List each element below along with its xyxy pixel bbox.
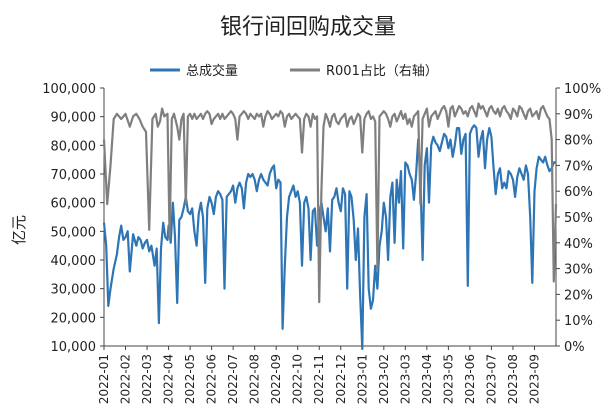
x-tick-label: 2022-01 bbox=[97, 354, 111, 404]
y-right-tick-label: 50% bbox=[564, 211, 593, 226]
y-left-tick-label: 60,000 bbox=[51, 197, 97, 212]
x-tick-label: 2023-02 bbox=[377, 354, 391, 404]
y-right-tick-label: 20% bbox=[564, 288, 593, 303]
y-right-tick-label: 70% bbox=[564, 159, 593, 174]
series-line-r001-share bbox=[102, 102, 558, 304]
x-tick-label: 2022-03 bbox=[140, 354, 154, 404]
y-left-tick-label: 30,000 bbox=[51, 283, 97, 298]
x-tick-label: 2022-09 bbox=[269, 354, 283, 404]
x-tick-label: 2023-08 bbox=[506, 354, 520, 404]
y-left-axis-label: 亿元 bbox=[10, 215, 28, 245]
x-tick-label: 2022-08 bbox=[248, 354, 262, 404]
x-tick-label: 2022-04 bbox=[162, 354, 176, 404]
x-tick-label: 2023-03 bbox=[398, 354, 412, 404]
x-tick-label: 2022-11 bbox=[312, 354, 326, 404]
legend-label-r001-share: R001占比（右轴） bbox=[326, 64, 438, 79]
x-tick-label: 2022-07 bbox=[226, 354, 240, 404]
y-left-tick-label: 90,000 bbox=[51, 111, 97, 126]
y-right-tick-label: 0% bbox=[564, 340, 585, 355]
y-right-tick-label: 40% bbox=[564, 237, 593, 252]
legend: 总成交量 R001占比（右轴） bbox=[150, 63, 438, 79]
series-lines bbox=[102, 102, 558, 350]
y-right-tick-label: 80% bbox=[564, 134, 593, 149]
y-left-tick-label: 40,000 bbox=[51, 254, 97, 269]
y-left-tick-label: 50,000 bbox=[51, 225, 97, 240]
y-left-tick-label: 70,000 bbox=[51, 168, 97, 183]
y-right-tick-label: 100% bbox=[564, 82, 601, 97]
x-tick-label: 2022-06 bbox=[205, 354, 219, 404]
y-left-tick-label: 10,000 bbox=[51, 340, 97, 355]
x-tick-label: 2023-01 bbox=[355, 354, 369, 404]
series-line-total-volume bbox=[102, 124, 556, 350]
x-tick-label: 2023-07 bbox=[484, 354, 498, 404]
y-right-tick-label: 90% bbox=[564, 108, 593, 123]
y-right-tick-label: 10% bbox=[564, 314, 593, 329]
axes: 10,000 20,000 30,000 40,000 50,000 60,000 70,0… bbox=[42, 82, 601, 404]
y-right-tick-label: 30% bbox=[564, 263, 593, 278]
y-right-tick-label: 60% bbox=[564, 185, 593, 200]
x-tick-label: 2023-06 bbox=[463, 354, 477, 404]
x-tick-label: 2022-05 bbox=[183, 354, 197, 404]
x-tick-label: 2023-04 bbox=[420, 354, 434, 404]
y-left-tick-label: 80,000 bbox=[51, 139, 97, 154]
legend-label-total-volume: 总成交量 bbox=[186, 63, 238, 79]
y-left-tick-label: 20,000 bbox=[51, 311, 97, 326]
y-left-tick-label: 100,000 bbox=[42, 82, 96, 97]
x-tick-label: 2022-12 bbox=[334, 354, 348, 404]
x-tick-label: 2023-05 bbox=[441, 354, 455, 404]
x-tick-label: 2023-09 bbox=[527, 354, 541, 404]
x-tick-label: 2022-02 bbox=[119, 354, 133, 404]
x-tick-label: 2022-10 bbox=[291, 354, 305, 404]
chart-title: 银行间回购成交量 bbox=[220, 15, 396, 40]
